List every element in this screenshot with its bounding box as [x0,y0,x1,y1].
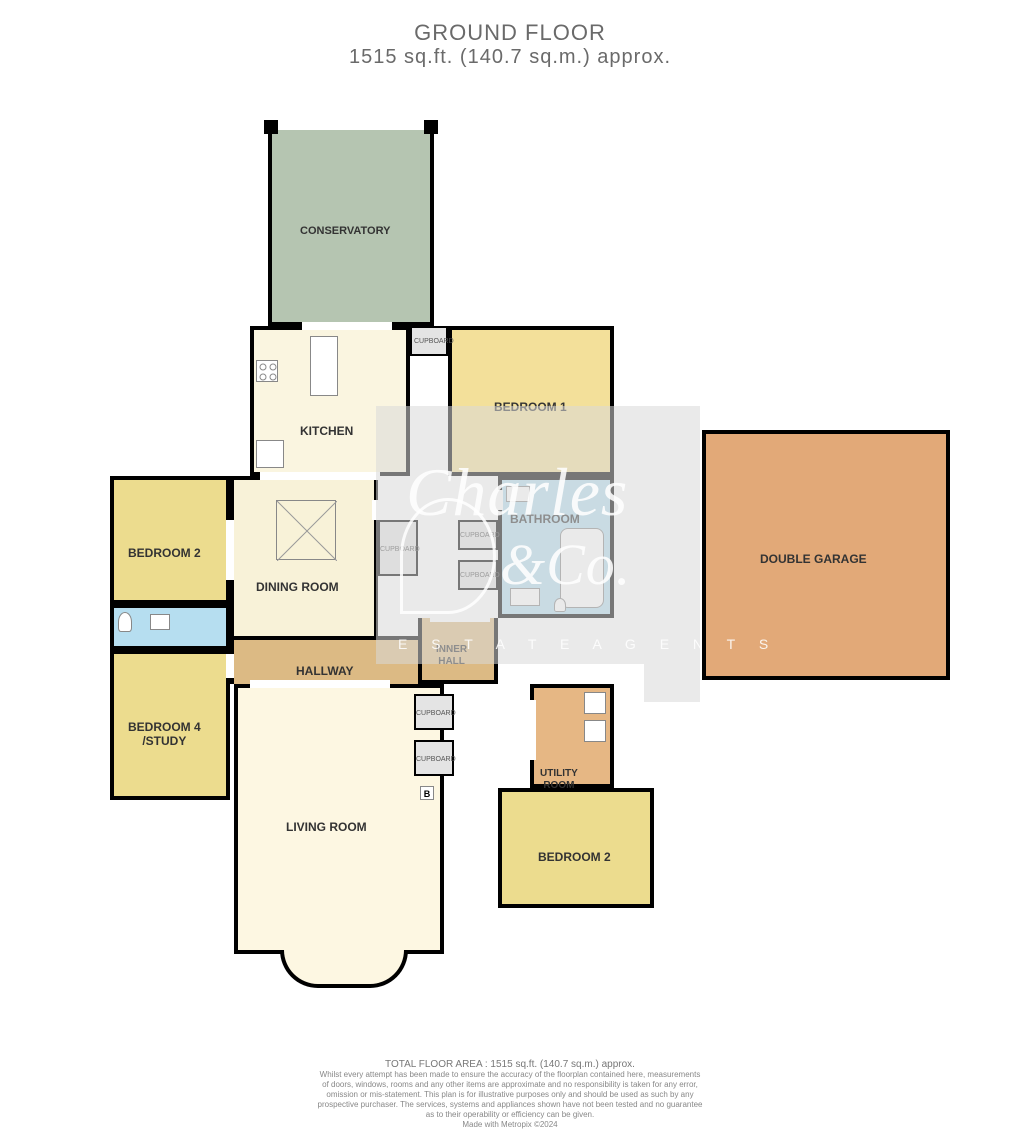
fixture-sink-10 [584,692,606,714]
label-bedroom2-left: BEDROOM 2 [128,546,201,560]
room-bedroom2-left [110,476,230,604]
title-main: GROUND FLOOR [0,20,1020,46]
label-bedroom2-br: BEDROOM 2 [538,850,611,864]
wall-break-6 [226,654,234,678]
label-cupboard-mid2: CUPBOARD [460,532,500,540]
made-with: Made with Metropix ©2024 [462,1120,557,1129]
fixture-sink-4 [506,486,530,502]
wall-break-7 [226,520,234,580]
label-cupboard-mid3: CUPBOARD [460,572,500,580]
wall-break-9 [610,620,618,650]
bay-window [280,950,408,988]
wall-break-0 [302,322,392,330]
room-living [234,684,444,954]
conservatory-cap-left [264,120,278,134]
title-sub: 1515 sq.ft. (140.7 sq.m.) approx. [0,46,1020,69]
watermark-box-right [644,406,700,702]
fixture-shower-5 [510,588,540,606]
fixture-wc-6 [554,598,566,612]
wall-break-5 [495,490,503,510]
label-living: LIVING ROOM [286,820,367,834]
floorplan-stage: GROUND FLOOR 1515 sq.ft. (140.7 sq.m.) a… [0,0,1020,1148]
disclaimer-l1: Whilst every attempt has been made to en… [320,1070,701,1079]
wall-break-8 [528,700,536,760]
wall-break-4 [372,500,380,520]
label-dining: DINING ROOM [256,580,339,594]
disclaimer-l4: prospective purchaser. The services, sys… [318,1100,703,1109]
label-hallway: HALLWAY [296,664,354,678]
disclaimer: Whilst every attempt has been made to en… [0,1070,1020,1130]
fixture-appliance-11 [584,720,606,742]
disclaimer-l3: omission or mis-statement. This plan is … [326,1090,693,1099]
label-utility: UTILITY ROOM [540,768,578,792]
label-garage: DOUBLE GARAGE [760,552,867,566]
wall-break-10 [456,684,516,688]
wall-break-1 [260,472,380,480]
fixture-bath-3 [560,528,604,608]
conservatory-cap-right [424,120,438,134]
label-inner-hall: INNER HALL [436,644,467,668]
label-conservatory: CONSERVATORY [300,225,390,238]
fixture-island-0 [310,336,338,396]
label-bedroom4: BEDROOM 4 /STUDY [128,720,201,749]
room-bedroom2-br [498,788,654,908]
label-cupboard-mid1: CUPBOARD [380,546,420,554]
fixture-appliance-2 [256,440,284,468]
label-kitchen: KITCHEN [300,424,353,438]
disclaimer-l2: of doors, windows, rooms and any other i… [322,1080,698,1089]
fixture-hob-1 [256,360,278,382]
label-cupboard-lr1: CUPBOARD [416,710,456,718]
fixture-table-x-9 [276,500,336,560]
total-floor-area: TOTAL FLOOR AREA : 1515 sq.ft. (140.7 sq… [0,1059,1020,1070]
disclaimer-l5: as to their operability or efficiency ca… [426,1110,594,1119]
label-cupboard-lr2: CUPBOARD [416,756,456,764]
label-bedroom1: BEDROOM 1 [494,400,567,414]
label-bathroom: BATHROOM [510,512,580,526]
fixture-sink-8 [150,614,170,630]
wall-break-2 [430,614,490,622]
fixture-wc-7 [118,612,132,632]
fixture-boiler-12: B [420,786,434,800]
label-cupboard-top: CUPBOARD [414,338,454,346]
wall-break-3 [250,680,390,688]
